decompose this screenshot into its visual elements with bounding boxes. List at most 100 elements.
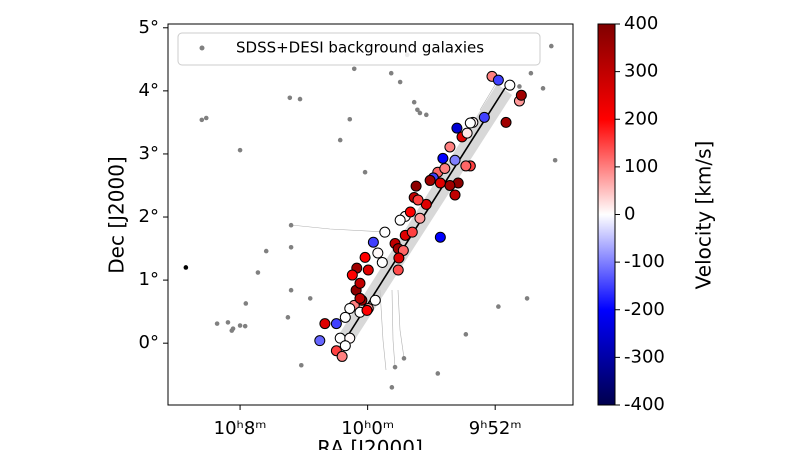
legend-box bbox=[177, 32, 541, 66]
member-galaxy bbox=[406, 226, 418, 238]
colorbar-tick-label: 100 bbox=[624, 156, 658, 177]
member-galaxy bbox=[412, 194, 424, 206]
filament-line bbox=[391, 289, 396, 368]
background-galaxy bbox=[388, 70, 394, 76]
background-galaxy bbox=[401, 356, 407, 361]
member-galaxy bbox=[314, 335, 326, 347]
colorbar-tick-label: 0 bbox=[624, 204, 635, 225]
background-galaxy bbox=[285, 315, 291, 320]
background-galaxy bbox=[242, 323, 248, 329]
background-galaxy bbox=[288, 245, 294, 250]
background-galaxy bbox=[517, 84, 522, 89]
background-galaxy bbox=[496, 304, 501, 309]
member-galaxy bbox=[394, 214, 406, 226]
member-galaxy bbox=[410, 180, 422, 192]
y-tick-label: 4° bbox=[139, 80, 159, 101]
member-galaxy bbox=[393, 252, 405, 264]
member-galaxy bbox=[369, 294, 381, 306]
member-galaxy bbox=[515, 89, 527, 101]
background-galaxy bbox=[288, 222, 294, 228]
member-galaxy bbox=[420, 198, 432, 210]
member-galaxy bbox=[434, 231, 446, 243]
colorbar-tick-label: -200 bbox=[624, 299, 665, 320]
colorbar-tick-label: -100 bbox=[624, 251, 665, 272]
member-galaxy bbox=[449, 154, 461, 166]
background-galaxy bbox=[287, 95, 293, 101]
member-galaxy bbox=[319, 318, 331, 330]
colorbar-tick-label: -400 bbox=[624, 394, 665, 415]
member-galaxy bbox=[336, 350, 348, 362]
filament-lines bbox=[290, 79, 499, 371]
member-galaxy bbox=[354, 277, 366, 289]
member-galaxy bbox=[437, 152, 449, 164]
background-galaxy bbox=[417, 110, 423, 116]
member-galaxy bbox=[504, 79, 516, 91]
member-galaxy bbox=[346, 269, 358, 281]
member-galaxy bbox=[339, 340, 351, 352]
y-tick-label: 1° bbox=[139, 269, 159, 290]
colorbar bbox=[597, 23, 616, 406]
member-galaxy bbox=[344, 302, 356, 314]
filament-line bbox=[397, 289, 405, 359]
background-galaxy bbox=[549, 43, 554, 49]
member-galaxy bbox=[461, 127, 473, 139]
y-axis-label: Dec [J2000] bbox=[105, 156, 129, 273]
background-galaxy bbox=[183, 265, 189, 270]
background-galaxy bbox=[297, 96, 303, 102]
filament-line bbox=[290, 224, 386, 233]
background-galaxy bbox=[362, 169, 368, 175]
background-galaxy bbox=[351, 66, 357, 72]
member-galaxy bbox=[330, 318, 342, 330]
y-tick-label: 3° bbox=[139, 143, 159, 164]
background-galaxy bbox=[337, 137, 343, 143]
x-tick-label: 9ʰ52ᵐ bbox=[469, 418, 522, 439]
member-galaxy bbox=[392, 264, 404, 276]
member-galaxy bbox=[404, 206, 416, 218]
member-galaxy bbox=[424, 174, 436, 186]
member-galaxy bbox=[444, 141, 456, 153]
member-galaxy bbox=[478, 111, 490, 123]
colorbar-tick-label: 400 bbox=[624, 13, 658, 34]
member-galaxy bbox=[376, 256, 388, 268]
x-tick-label: 10ʰ0ᵐ bbox=[341, 418, 394, 439]
member-galaxy bbox=[339, 311, 351, 323]
background-galaxy bbox=[229, 328, 235, 333]
x-tick-label: 10ʰ8ᵐ bbox=[214, 418, 267, 439]
member-galaxy bbox=[414, 212, 426, 224]
background-galaxy bbox=[540, 86, 546, 91]
background-galaxy bbox=[392, 364, 398, 370]
background-galaxy bbox=[263, 248, 269, 254]
background-galaxy bbox=[424, 112, 429, 118]
x-axis-label: RA [J2000] bbox=[317, 436, 423, 450]
member-galaxy bbox=[464, 117, 476, 129]
background-galaxy bbox=[237, 323, 243, 328]
background-galaxy bbox=[225, 320, 231, 325]
member-galaxy bbox=[449, 189, 461, 201]
background-galaxy bbox=[415, 107, 420, 113]
member-galaxy bbox=[372, 247, 384, 259]
member-galaxy bbox=[354, 292, 366, 304]
member-galaxy bbox=[444, 179, 456, 191]
plot-frame bbox=[167, 23, 574, 406]
background-galaxy bbox=[298, 362, 304, 368]
y-tick-label: 0° bbox=[139, 332, 159, 353]
background-galaxy bbox=[435, 371, 441, 376]
background-galaxy bbox=[288, 287, 294, 293]
background-galaxy bbox=[199, 117, 205, 123]
member-galaxy bbox=[359, 251, 371, 263]
background-galaxy bbox=[214, 321, 220, 326]
member-galaxy bbox=[460, 160, 472, 172]
member-galaxy bbox=[361, 304, 373, 316]
background-galaxy bbox=[347, 116, 353, 122]
background-galaxy bbox=[463, 332, 469, 337]
colorbar-tick-label: 200 bbox=[624, 108, 658, 129]
background-galaxy bbox=[524, 296, 530, 301]
member-galaxy bbox=[367, 236, 379, 248]
member-galaxy bbox=[500, 116, 512, 128]
filament-line bbox=[379, 289, 387, 371]
background-galaxy bbox=[397, 79, 403, 85]
legend-marker bbox=[199, 45, 205, 51]
y-tick-label: 5° bbox=[139, 17, 159, 38]
background-galaxy bbox=[255, 270, 261, 275]
